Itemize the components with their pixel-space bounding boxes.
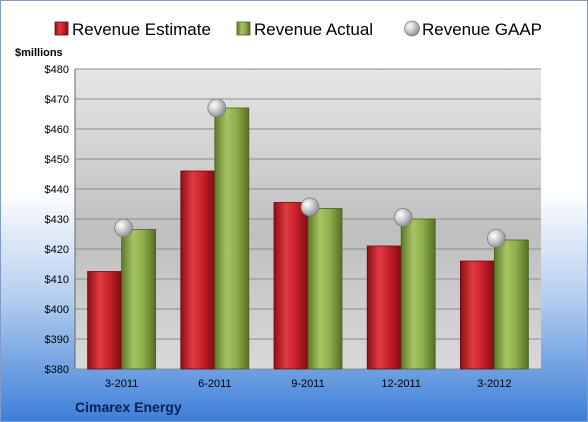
y-tick-label: $400 (45, 304, 69, 316)
revenue-actual-bar (121, 229, 156, 370)
legend: Revenue Estimate Revenue Actual Revenue GA… (54, 20, 542, 39)
revenue-actual-bar (307, 208, 343, 370)
revenue-actual-legend-label: Revenue Actual (254, 20, 373, 39)
y-tick-label: $460 (45, 124, 69, 136)
revenue-estimate-legend-swatch (54, 21, 69, 36)
revenue-estimate-bar (366, 245, 402, 370)
x-tick-label: 12-2011 (381, 378, 421, 390)
y-tick-label: $430 (45, 214, 69, 226)
y-tick-label: $420 (45, 244, 69, 256)
revenue-gaap-marker (207, 98, 227, 118)
revenue-estimate-bar (459, 260, 495, 370)
gaap-markers (114, 98, 506, 248)
revenue-gaap-legend-swatch (404, 20, 420, 37)
y-axis-unit-label: $millions (15, 47, 63, 59)
y-tick-label: $380 (45, 364, 69, 376)
revenue-gaap-marker (487, 229, 506, 248)
revenue-estimate-bar (87, 271, 122, 370)
revenue-gaap-marker (300, 197, 320, 217)
y-tick-label: $480 (45, 64, 69, 76)
y-tick-label: $450 (45, 154, 69, 166)
x-tick-label: 9-2011 (291, 378, 324, 390)
company-name: Cimarex Energy (75, 399, 182, 415)
x-tick-label: 3-2011 (105, 378, 138, 390)
revenue-actual-bar (400, 218, 436, 370)
bars (87, 107, 529, 370)
x-tick-label: 3-2012 (477, 378, 511, 390)
y-tick-label: $390 (45, 334, 69, 346)
y-tick-label: $470 (45, 94, 69, 106)
x-tick-label: 6-2011 (198, 378, 231, 390)
y-tick-label: $410 (45, 274, 69, 286)
revenue-actual-bar (214, 107, 250, 370)
revenue-estimate-bar (180, 170, 216, 370)
revenue-actual-legend-swatch (236, 21, 251, 36)
revenue-gaap-marker (393, 208, 413, 227)
revenue-estimate-legend-label: Revenue Estimate (72, 20, 211, 39)
revenue-actual-bar (493, 239, 529, 370)
axes: $380 $390 $400 $410 $420 $430 $440 $450 $460 $470… (45, 64, 512, 390)
y-tick-label: $440 (45, 184, 69, 196)
revenue-estimate-bar (273, 202, 309, 370)
revenue-gaap-marker (114, 218, 133, 238)
revenue-gaap-legend-label: Revenue GAAP (422, 20, 542, 39)
